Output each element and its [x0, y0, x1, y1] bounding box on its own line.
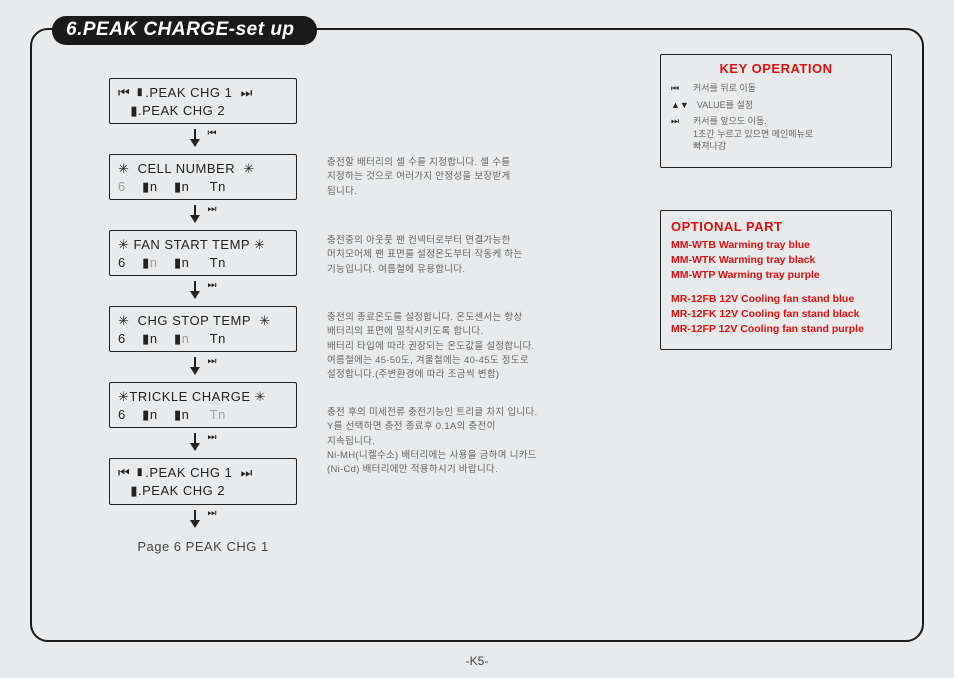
key-text: VALUE를 설정 [697, 99, 753, 112]
flow-bottom-text: Page 6 PEAK CHG 1 [137, 539, 268, 554]
flow-arrow: ⏭ [168, 352, 238, 382]
lcd-line: ▮.PEAK CHG 2 [118, 482, 288, 500]
flow-arrow: ⏭ [168, 505, 238, 535]
skip-forward-icon: ⏭ [208, 508, 217, 519]
lcd-screen: ⏮ ▮.PEAK CHG 1 ⏭ ▮.PEAK CHG 2 [109, 458, 297, 504]
key-icon: ⏭ [671, 115, 685, 128]
lcd-line: ⏮ ▮.PEAK CHG 1 ⏭ [118, 464, 288, 482]
optional-part-item: MM-WTB Warming tray blue [671, 238, 881, 253]
flow-column: ⏮ ▮.PEAK CHG 1 ⏭ ▮.PEAK CHG 2 ⏮ ✳ CELL NUM… [108, 78, 298, 554]
flow-arrow: ⏮ [168, 124, 238, 154]
flow-arrow: ⏭ [168, 200, 238, 230]
key-text: 커서를 앞으도 이동. 1초간 누르고 있으면 메인메뉴로 빠져나감 [693, 115, 813, 153]
description-text: 충전의 종료온도를 설정합니다. 온도센서는 항상 배터리의 표면에 밀착시키도… [327, 311, 534, 382]
lcd-screen: ✳ FAN START TEMP ✳6 ▮n ▮n Tn [109, 230, 297, 276]
skip-forward-icon: ⏭ [208, 280, 217, 291]
optional-part-item: MR-12FB 12V Cooling fan stand blue [671, 292, 881, 307]
lcd-line: ⏮ ▮.PEAK CHG 1 ⏭ [118, 84, 288, 102]
page-number: -K5- [0, 654, 954, 668]
lcd-line: ✳TRICKLE CHARGE ✳ [118, 388, 288, 406]
skip-forward-icon: ⏭ [208, 432, 217, 443]
lcd-screen: ⏮ ▮.PEAK CHG 1 ⏭ ▮.PEAK CHG 2 [109, 78, 297, 124]
lcd-line: ▮.PEAK CHG 2 [118, 102, 288, 120]
description-text: 충전중의 아웃풋 팬 컨넥터로부터 연결가능한 머치모어제 팬 표면를 설정온도… [327, 234, 523, 277]
optional-part-title: OPTIONAL PART [671, 219, 881, 234]
lcd-screen: ✳ CELL NUMBER ✳6 ▮n ▮n Tn [109, 154, 297, 200]
flow-arrow: ⏭ [168, 276, 238, 306]
optional-part-item: MR-12FP 12V Cooling fan stand purple [671, 322, 881, 337]
key-icon: ▲▼ [671, 99, 689, 112]
lcd-line: 6 ▮n ▮n Tn [118, 406, 288, 424]
optional-part-item: MM-WTP Warming tray purple [671, 268, 881, 283]
description-text: 충전할 배터리의 셀 수를 지정합니다. 셀 수를 지정하는 것으로 여러가지 … [327, 156, 511, 199]
lcd-line: 6 ▮n ▮n Tn [118, 330, 288, 348]
key-icon: ⏮ [671, 82, 685, 95]
lcd-line: 6 ▮n ▮n Tn [118, 178, 288, 196]
optional-part-item: MR-12FK 12V Cooling fan stand black [671, 307, 881, 322]
key-operation-title: KEY OPERATION [671, 61, 881, 76]
skip-back-icon: ⏮ [208, 128, 217, 139]
lcd-line: 6 ▮n ▮n Tn [118, 254, 288, 272]
page-frame: 6.PEAK CHARGE-set up ⏮ ▮.PEAK CHG 1 ⏭ ▮.… [30, 28, 924, 642]
lcd-screen: ✳ CHG STOP TEMP ✳6 ▮n ▮n Tn [109, 306, 297, 352]
lcd-line: ✳ CHG STOP TEMP ✳ [118, 312, 288, 330]
section-title: 6.PEAK CHARGE-set up [52, 16, 317, 45]
lcd-line: ✳ CELL NUMBER ✳ [118, 160, 288, 178]
lcd-screen: ✳TRICKLE CHARGE ✳6 ▮n ▮n Tn [109, 382, 297, 428]
description-text: 충전 후의 미세전류 충전기능인 트리클 차지 입니다. Y를 선택하면 충전 … [327, 406, 537, 477]
optional-part-box: OPTIONAL PART MM-WTB Warming tray blueMM… [660, 210, 892, 350]
key-operation-row: ▲▼ VALUE를 설정 [671, 99, 881, 112]
flow-arrow: ⏭ [168, 428, 238, 458]
lcd-line: ✳ FAN START TEMP ✳ [118, 236, 288, 254]
key-operation-row: ⏮ 커서를 뒤로 이동 [671, 82, 881, 95]
key-operation-row: ⏭ 커서를 앞으도 이동. 1초간 누르고 있으면 메인메뉴로 빠져나감 [671, 115, 881, 153]
key-text: 커서를 뒤로 이동 [693, 82, 756, 95]
skip-forward-icon: ⏭ [208, 356, 217, 367]
skip-forward-icon: ⏭ [208, 204, 217, 215]
key-operation-box: KEY OPERATION ⏮ 커서를 뒤로 이동 ▲▼ VALUE를 설정 ⏭ 커서를 … [660, 54, 892, 168]
optional-part-item: MM-WTK Warming tray black [671, 253, 881, 268]
